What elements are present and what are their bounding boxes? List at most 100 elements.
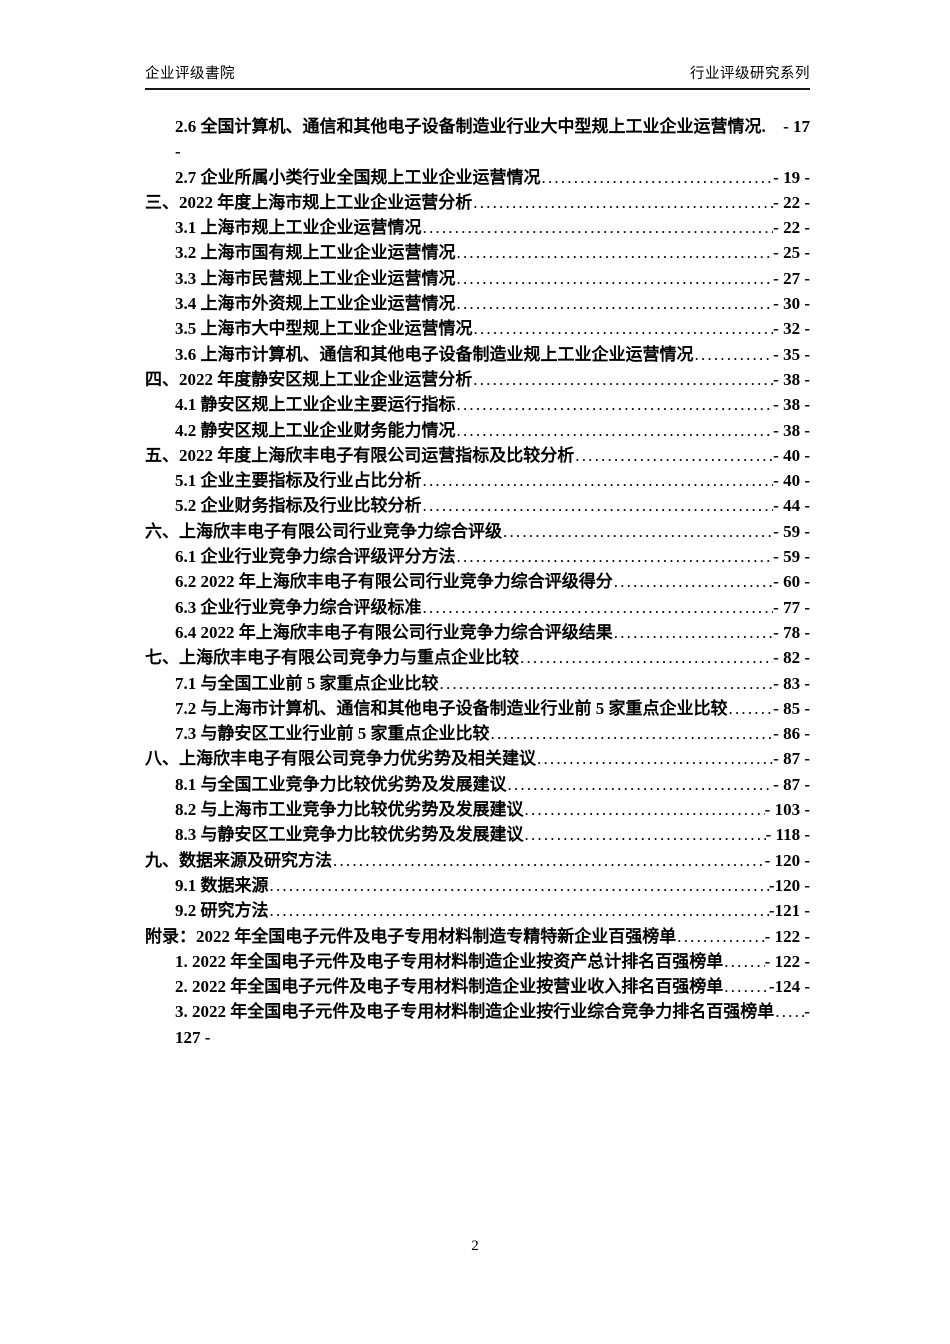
toc-page-number: - 122 - [764, 951, 810, 971]
toc-entry[interactable]: 八、上海欣丰电子有限公司竞争力优劣势及相关建议 - 87 - [145, 746, 810, 771]
toc-entry[interactable]: 3.3 上海市民营规上工业企业运营情况 - 27 - [145, 266, 810, 291]
toc-entry[interactable]: 4.2 静安区规上工业企业财务能力情况 - 38 - [145, 418, 810, 443]
toc-page-number: - 85 - [773, 698, 810, 718]
toc-entry-text: 附录：2022 年全国电子元件及电子专用材料制造专精特新企业百强榜单 [145, 926, 677, 946]
dot-leader [422, 595, 774, 620]
toc-entry[interactable]: 3. 2022 年全国电子元件及电子专用材料制造企业按行业综合竞争力排名百强榜单… [145, 999, 810, 1024]
toc-entry[interactable]: 6.1 企业行业竞争力综合评级评分方法 - 59 - [145, 544, 810, 569]
toc-page-number: - 59 - [773, 547, 810, 567]
toc-entry-text: 七、上海欣丰电子有限公司竞争力与重点企业比较 [145, 648, 519, 668]
toc-page-number: -121 - [768, 901, 810, 921]
toc-page-number: -120 - [768, 875, 810, 895]
dot-leader [574, 443, 773, 468]
header-left-title: 企业评级書院 [145, 66, 235, 82]
toc-entry-text: 8.2 与上海市工业竞争力比较优劣势及发展建议 [175, 800, 524, 820]
toc-page-number: - 82 - [773, 648, 810, 668]
dot-leader [613, 569, 773, 594]
toc-entry-text: 5.2 企业财务指标及行业比较分析 [175, 496, 422, 516]
dot-leader [519, 645, 773, 670]
toc-entry-text: 7.1 与全国工业前 5 家重点企业比较 [175, 673, 439, 693]
toc-page-number: -124 - [768, 977, 810, 997]
toc-entry[interactable]: 三、2022 年度上海市规上工业企业运营分析 - 22 - [145, 190, 810, 215]
toc-page-number: - 35 - [773, 344, 810, 364]
toc-entry[interactable]: 5.2 企业财务指标及行业比较分析 - 44 - [145, 493, 810, 518]
toc-entry[interactable]: 9.2 研究方法 -121 - [145, 898, 810, 923]
toc-entry-text: 8.3 与静安区工业竞争力比较优劣势及发展建议 [175, 825, 524, 845]
toc-entry[interactable]: 2. 2022 年全国电子元件及电子专用材料制造企业按营业收入排名百强榜单 -12… [145, 974, 810, 999]
toc-entry-text: 6.4 2022 年上海欣丰电子有限公司行业竞争力综合评级结果 [175, 622, 613, 642]
dot-leader [473, 316, 774, 341]
page-footer: 2 [0, 1238, 950, 1255]
dot-leader [524, 797, 765, 822]
toc-entry-text: 九、数据来源及研究方法 [145, 850, 332, 870]
toc-entry-text: 四、2022 年度静安区规上工业企业运营分析 [145, 369, 473, 389]
toc-entry[interactable]: 七、上海欣丰电子有限公司竞争力与重点企业比较 - 82 - [145, 645, 810, 670]
toc-entry-continuation: - [175, 142, 181, 162]
toc-entry[interactable]: 3.1 上海市规上工业企业运营情况 - 22 - [145, 215, 810, 240]
toc-page-number: - 32 - [773, 319, 810, 339]
dot-leader [507, 772, 774, 797]
toc-entry-text: 3.3 上海市民营规上工业企业运营情况 [175, 268, 456, 288]
toc-page-number: - 103 - [764, 800, 810, 820]
toc-entry[interactable]: 2.6 全国计算机、通信和其他电子设备制造业行业大中型规上工业企业运营情况. - … [145, 114, 810, 139]
toc-page-number: - 87 - [773, 774, 810, 794]
toc-entry[interactable]: 2.7 企业所属小类行业全国规上工业企业运营情况 - 19 - [145, 165, 810, 190]
toc-entry[interactable]: 3.2 上海市国有规上工业企业运营情况 - 25 - [145, 240, 810, 265]
toc-entry-text: 8.1 与全国工业竞争力比较优劣势及发展建议 [175, 774, 507, 794]
toc-entry[interactable]: 五、2022 年度上海欣丰电子有限公司运营指标及比较分析 - 40 - [145, 443, 810, 468]
dot-leader [456, 291, 774, 316]
toc-entry[interactable]: 8.2 与上海市工业竞争力比较优劣势及发展建议 - 103 - [145, 797, 810, 822]
toc-entry[interactable]: 附录：2022 年全国电子元件及电子专用材料制造专精特新企业百强榜单 - 122 … [145, 924, 810, 949]
toc-entry-text: 八、上海欣丰电子有限公司竞争力优劣势及相关建议 [145, 749, 536, 769]
toc-entry-text: 3.1 上海市规上工业企业运营情况 [175, 218, 422, 238]
dot-leader [472, 367, 773, 392]
dot-leader [472, 190, 773, 215]
toc-entry-text: 2. 2022 年全国电子元件及电子专用材料制造企业按营业收入排名百强榜单 [175, 977, 724, 997]
toc-entry[interactable]: 8.1 与全国工业竞争力比较优劣势及发展建议 - 87 - [145, 772, 810, 797]
toc-entry-text: 2.6 全国计算机、通信和其他电子设备制造业行业大中型规上工业企业运营情况. [175, 117, 766, 136]
toc-page-number: - 22 - [773, 218, 810, 238]
toc-entry[interactable]: 3.6 上海市计算机、通信和其他电子设备制造业规上工业企业运营情况 - 35 - [145, 342, 810, 367]
toc-entry[interactable]: 3.5 上海市大中型规上工业企业运营情况 - 32 - [145, 316, 810, 341]
toc-entry[interactable]: 9.1 数据来源 -120 - [145, 873, 810, 898]
toc-entry[interactable]: 6.2 2022 年上海欣丰电子有限公司行业竞争力综合评级得分 - 60 - [145, 569, 810, 594]
toc-entry[interactable]: 6.4 2022 年上海欣丰电子有限公司行业竞争力综合评级结果 - 78 - [145, 620, 810, 645]
dot-leader [456, 392, 774, 417]
toc-page-number: - 38 - [773, 369, 810, 389]
toc-entry[interactable]: 3.4 上海市外资规上工业企业运营情况 - 30 - [145, 291, 810, 316]
toc-entry[interactable]: 4.1 静安区规上工业企业主要运行指标 - 38 - [145, 392, 810, 417]
toc-entry-text: 3.4 上海市外资规上工业企业运营情况 [175, 294, 456, 314]
toc-entry[interactable]: 7.2 与上海市计算机、通信和其他电子设备制造业行业前 5 家重点企业比较 - 8… [145, 696, 810, 721]
toc-page-number: - 22 - [773, 192, 810, 212]
toc-page-number: - 77 - [773, 597, 810, 617]
toc-page-number: - 19 - [773, 167, 810, 187]
toc-entry[interactable]: 九、数据来源及研究方法 - 120 - [145, 848, 810, 873]
toc-entry[interactable]: 6.3 企业行业竞争力综合评级标准 - 77 - [145, 595, 810, 620]
toc-entry-text: 3.6 上海市计算机、通信和其他电子设备制造业规上工业企业运营情况 [175, 344, 694, 364]
dot-leader [456, 240, 774, 265]
toc-entry-text: 6.1 企业行业竞争力综合评级评分方法 [175, 547, 456, 567]
toc-entry-text: 6.2 2022 年上海欣丰电子有限公司行业竞争力综合评级得分 [175, 572, 613, 592]
toc-entry-text: 6.3 企业行业竞争力综合评级标准 [175, 597, 422, 617]
toc-entry[interactable]: 8.3 与静安区工业竞争力比较优劣势及发展建议 - 118 - [145, 822, 810, 847]
toc-page-number: - 30 - [773, 294, 810, 314]
dot-leader [774, 999, 804, 1024]
table-of-contents: 2.6 全国计算机、通信和其他电子设备制造业行业大中型规上工业企业运营情况. - … [145, 114, 810, 1050]
toc-entry[interactable]: 5.1 企业主要指标及行业占比分析 - 40 - [145, 468, 810, 493]
toc-page-number: - 38 - [773, 420, 810, 440]
dot-leader [269, 898, 769, 923]
toc-entry[interactable]: 1. 2022 年全国电子元件及电子专用材料制造企业按资产总计排名百强榜单 - 1… [145, 949, 810, 974]
toc-entry[interactable]: 六、上海欣丰电子有限公司行业竞争力综合评级 - 59 - [145, 519, 810, 544]
dot-leader [439, 671, 774, 696]
toc-entry-text: 7.2 与上海市计算机、通信和其他电子设备制造业行业前 5 家重点企业比较 [175, 698, 728, 718]
page-number: 2 [471, 1238, 479, 1254]
toc-entry-text: 9.2 研究方法 [175, 901, 269, 921]
toc-page-number: - 25 - [773, 243, 810, 263]
toc-entry[interactable]: 7.3 与静安区工业行业前 5 家重点企业比较 - 86 - [145, 721, 810, 746]
toc-entry-text: 5.1 企业主要指标及行业占比分析 [175, 471, 422, 491]
toc-entry[interactable]: 四、2022 年度静安区规上工业企业运营分析 - 38 - [145, 367, 810, 392]
toc-entry[interactable]: 7.1 与全国工业前 5 家重点企业比较 - 83 - [145, 671, 810, 696]
toc-entry-text: 9.1 数据来源 [175, 875, 269, 895]
page-header: 企业评级書院 行业评级研究系列 [145, 62, 810, 90]
toc-page-number: - 27 - [773, 268, 810, 288]
